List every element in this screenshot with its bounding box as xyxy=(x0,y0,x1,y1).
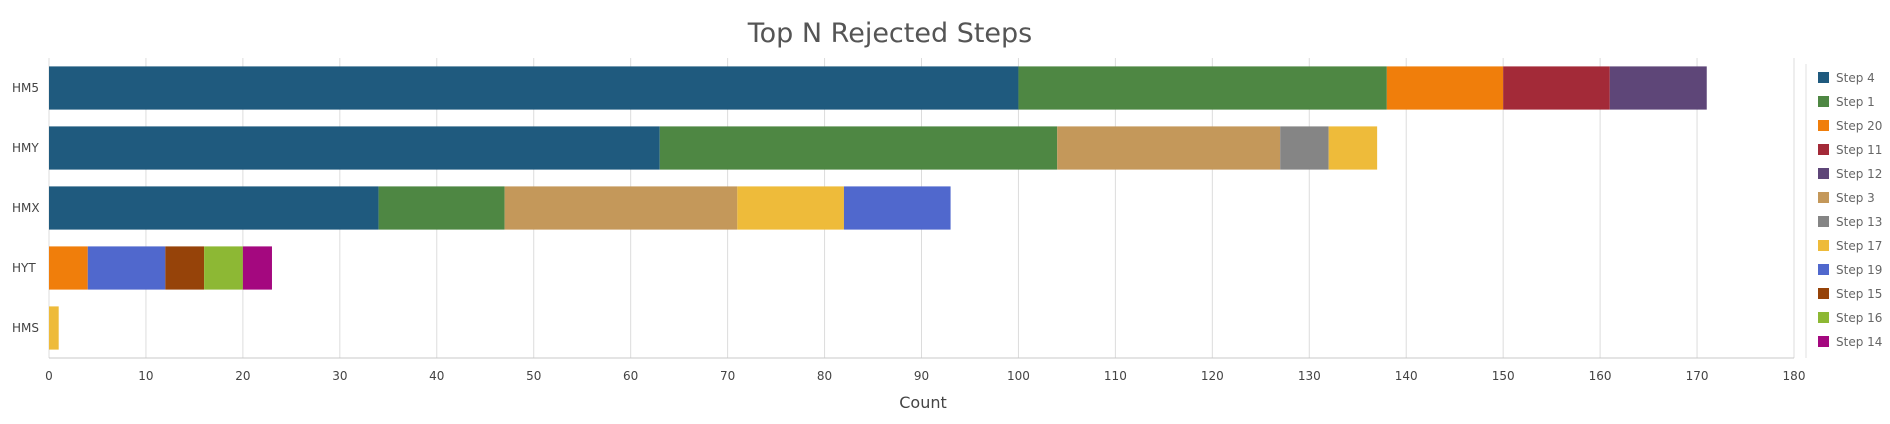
x-axis-title: Count xyxy=(899,393,947,412)
x-tick-label: 70 xyxy=(720,369,735,383)
bar-segment xyxy=(165,246,205,290)
legend-label: Step 16 xyxy=(1836,311,1882,325)
bar-segment xyxy=(49,246,88,290)
bar-segment xyxy=(659,126,1058,170)
bar-segment xyxy=(504,186,738,230)
bar-segment xyxy=(87,246,166,290)
legend-swatch xyxy=(1818,216,1829,227)
legend-swatch xyxy=(1818,120,1829,131)
bar-segment xyxy=(1057,126,1281,170)
x-tick-label: 80 xyxy=(817,369,832,383)
legend-label: Step 11 xyxy=(1836,143,1882,157)
bar-segment xyxy=(49,306,59,350)
x-tick-label: 100 xyxy=(1007,369,1030,383)
legend-label: Step 15 xyxy=(1836,287,1882,301)
bar-segment xyxy=(1386,66,1504,110)
legend-swatch xyxy=(1818,288,1829,299)
x-tick-label: 130 xyxy=(1298,369,1321,383)
legend-swatch xyxy=(1818,72,1829,83)
y-category-label: HMS xyxy=(12,321,39,335)
x-axis: 0 10 20 30 40 50 60 70 80 90 100 110 120 130 140 150 160… xyxy=(45,357,1806,383)
legend-label: Step 14 xyxy=(1836,335,1882,349)
bar-segment xyxy=(49,66,1019,110)
x-tick-label: 40 xyxy=(429,369,444,383)
bar-segment xyxy=(1609,66,1707,110)
bar-segment xyxy=(737,186,844,230)
legend-label: Step 3 xyxy=(1836,191,1875,205)
legend-label: Step 1 xyxy=(1836,95,1875,109)
bar-segment xyxy=(843,186,951,230)
chart-title: Top N Rejected Steps xyxy=(747,18,1033,49)
bar-segment xyxy=(378,186,505,230)
x-tick-label: 180 xyxy=(1783,369,1806,383)
bars xyxy=(49,66,1707,350)
bar-segment xyxy=(1328,126,1378,170)
bar-segment xyxy=(1503,66,1610,110)
legend-label: Step 12 xyxy=(1836,167,1882,181)
x-tick-label: 20 xyxy=(235,369,250,383)
x-tick-label: 120 xyxy=(1201,369,1224,383)
bar-segment xyxy=(1280,126,1329,170)
legend-swatch xyxy=(1818,192,1829,203)
x-tick-label: 150 xyxy=(1492,369,1515,383)
y-category-label: HYT xyxy=(12,261,36,275)
x-tick-label: 0 xyxy=(45,369,53,383)
x-tick-label: 90 xyxy=(914,369,929,383)
y-category-label: HMY xyxy=(12,141,39,155)
x-tick-label: 60 xyxy=(623,369,638,383)
bar-segment xyxy=(49,126,660,170)
legend-swatch xyxy=(1818,312,1829,323)
legend-swatch xyxy=(1818,144,1829,155)
legend-label: Step 19 xyxy=(1836,263,1882,277)
x-tick-label: 140 xyxy=(1395,369,1418,383)
x-tick-label: 110 xyxy=(1104,369,1127,383)
legend-swatch xyxy=(1818,240,1829,251)
legend-swatch xyxy=(1818,96,1829,107)
legend-swatch xyxy=(1818,264,1829,275)
legend-label: Step 4 xyxy=(1836,71,1875,85)
bar-segment xyxy=(1018,66,1387,110)
legend-label: Step 13 xyxy=(1836,215,1882,229)
legend-label: Step 17 xyxy=(1836,239,1882,253)
bar-segment xyxy=(242,246,272,290)
legend-swatch xyxy=(1818,168,1829,179)
bar-segment xyxy=(49,186,379,230)
legend-swatch xyxy=(1818,336,1829,347)
legend-label: Step 20 xyxy=(1836,119,1882,133)
x-tick-label: 10 xyxy=(138,369,153,383)
x-tick-label: 30 xyxy=(332,369,347,383)
x-tick-label: 160 xyxy=(1589,369,1612,383)
legend: Step 4 Step 1 Step 20 Step 11 Step 12 Step 3 S… xyxy=(1805,64,1882,358)
bar-segment xyxy=(204,246,243,290)
x-tick-label: 170 xyxy=(1686,369,1709,383)
y-category-label: HMX xyxy=(12,201,40,215)
y-category-label: HM5 xyxy=(12,81,39,95)
y-axis: HM5 HMY HMX HYT HMS xyxy=(12,81,40,335)
x-tick-label: 50 xyxy=(526,369,541,383)
